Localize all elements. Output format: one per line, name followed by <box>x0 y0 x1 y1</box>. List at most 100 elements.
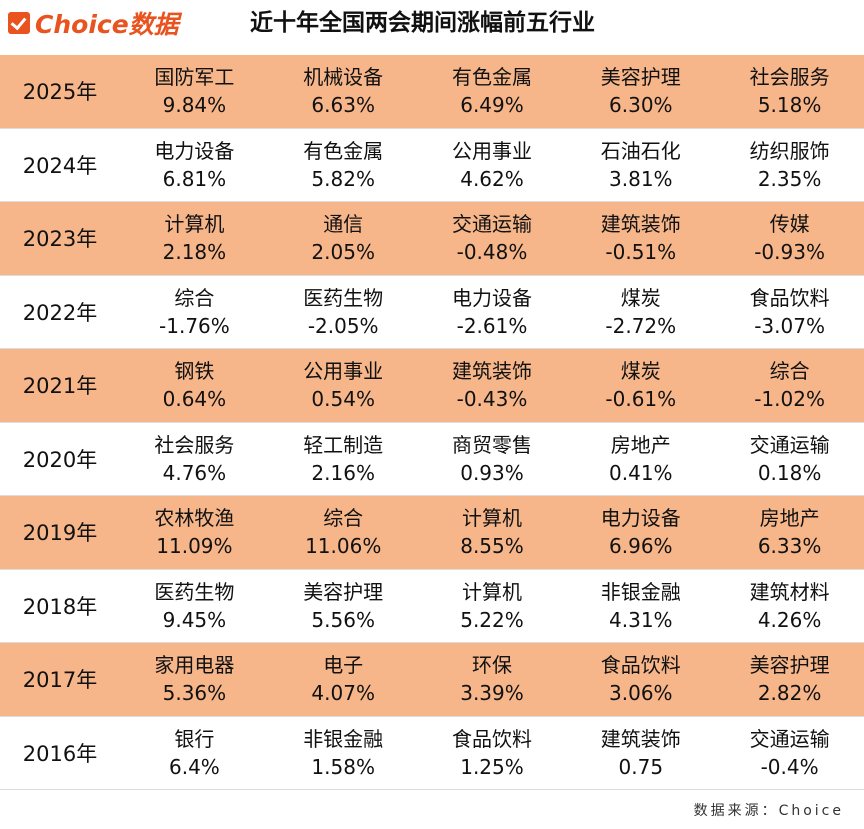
industry-name: 房地产 <box>759 506 820 531</box>
industry-name: 食品饮料 <box>749 285 830 310</box>
industry-cell: 综合 11.06% <box>269 496 418 569</box>
industry-cell: 传媒 -0.93% <box>715 202 864 275</box>
logo-text: Choice数据 <box>35 10 179 39</box>
industry-cell: 食品饮料 -3.07% <box>715 276 864 349</box>
industry-change: -2.05% <box>307 313 379 338</box>
industry-change: 2.35% <box>757 166 822 191</box>
industry-change: 4.31% <box>609 607 673 632</box>
industry-change: 3.81% <box>609 166 673 191</box>
industry-name: 传媒 <box>769 212 810 237</box>
industry-cell: 机械设备 6.63% <box>269 55 418 128</box>
industry-cell: 社会服务 4.76% <box>120 423 269 496</box>
year-label: 2017年 <box>22 668 98 693</box>
industry-cell: 食品饮料 1.25% <box>418 717 567 790</box>
industry-name: 通信 <box>323 212 364 237</box>
industry-change: 5.18% <box>757 93 822 118</box>
industry-name: 建筑装饰 <box>600 726 681 751</box>
industry-change: 4.26% <box>757 607 822 632</box>
logo: Choice数据 <box>8 8 179 39</box>
industry-cell: 电力设备 -2.61% <box>418 276 567 349</box>
year-label: 2024年 <box>22 153 98 178</box>
industry-change: 11.09% <box>156 534 233 559</box>
industry-cell: 煤炭 -2.72% <box>566 276 715 349</box>
industry-name: 医药生物 <box>303 285 384 310</box>
industry-cell: 环保 3.39% <box>418 643 567 716</box>
industry-cell: 纺织服饰 2.35% <box>715 129 864 202</box>
industry-name: 医药生物 <box>154 579 235 604</box>
year-label: 2022年 <box>22 300 98 325</box>
industry-cell: 社会服务 5.18% <box>715 55 864 128</box>
industry-name: 计算机 <box>461 579 522 604</box>
industry-change: 6.96% <box>609 534 673 559</box>
industry-cell: 农林牧渔 11.09% <box>120 496 269 569</box>
industry-change: 2.18% <box>162 240 227 265</box>
industry-change: 6.81% <box>162 166 227 191</box>
industry-change: 6.4% <box>168 754 220 779</box>
industry-change: 4.07% <box>311 681 375 706</box>
industry-name: 轻工制造 <box>303 432 384 457</box>
table-row: 2018年 医药生物 9.45% 美容护理 5.56% 计算机 5.22% 非银金融 4.31%… <box>0 570 864 643</box>
industry-change: 1.25% <box>460 754 524 779</box>
industry-cell: 公用事业 4.62% <box>418 129 567 202</box>
industry-cell: 银行 6.4% <box>120 717 269 790</box>
industry-cell: 电子 4.07% <box>269 643 418 716</box>
industry-cell: 商贸零售 0.93% <box>418 423 567 496</box>
industry-name: 商贸零售 <box>451 432 532 457</box>
industry-change: -0.4% <box>760 754 819 779</box>
industry-change: 6.30% <box>609 93 673 118</box>
industry-cell: 房地产 6.33% <box>715 496 864 569</box>
industry-change: 6.63% <box>311 93 375 118</box>
industry-name: 建筑装饰 <box>451 359 532 384</box>
industry-change: 2.82% <box>757 681 822 706</box>
industry-cell: 美容护理 2.82% <box>715 643 864 716</box>
industry-cell: 电力设备 6.81% <box>120 129 269 202</box>
industry-name: 煤炭 <box>620 285 661 310</box>
industry-cell: 公用事业 0.54% <box>269 349 418 422</box>
title: 近十年全国两会期间涨幅前五行业 <box>250 10 595 36</box>
industry-name: 钢铁 <box>174 359 215 384</box>
industry-name: 公用事业 <box>303 359 384 384</box>
industry-cell: 综合 -1.02% <box>715 349 864 422</box>
industry-change: 5.22% <box>460 607 524 632</box>
industry-name: 社会服务 <box>749 65 830 90</box>
industry-cell: 计算机 8.55% <box>418 496 567 569</box>
industry-cell: 电力设备 6.96% <box>566 496 715 569</box>
industry-change: 2.05% <box>311 240 375 265</box>
industry-name: 食品饮料 <box>600 653 681 678</box>
industry-cell: 美容护理 5.56% <box>269 570 418 643</box>
industry-name: 综合 <box>323 506 364 531</box>
industry-cell: 有色金属 6.49% <box>418 55 567 128</box>
industry-name: 计算机 <box>164 212 225 237</box>
industry-change: 3.39% <box>460 681 524 706</box>
year-label: 2021年 <box>22 374 98 399</box>
industry-change: -1.76% <box>159 313 230 338</box>
industry-name: 石油石化 <box>600 138 681 163</box>
industry-change: 0.18% <box>757 460 822 485</box>
industry-cell: 通信 2.05% <box>269 202 418 275</box>
industry-name: 建筑材料 <box>749 579 830 604</box>
industry-name: 交通运输 <box>749 726 830 751</box>
industry-name: 农林牧渔 <box>154 506 235 531</box>
year-label: 2025年 <box>22 80 98 105</box>
table-row: 2016年 银行 6.4% 非银金融 1.58% 食品饮料 1.25% 建筑装饰 0.75 交通运… <box>0 717 864 790</box>
industry-change: 0.54% <box>311 387 375 412</box>
industry-name: 综合 <box>769 359 810 384</box>
industry-name: 交通运输 <box>451 212 532 237</box>
industry-cell: 煤炭 -0.61% <box>566 349 715 422</box>
industry-name: 社会服务 <box>154 432 235 457</box>
table-row: 2022年 综合 -1.76% 医药生物 -2.05% 电力设备 -2.61% 煤炭 -2.72… <box>0 276 864 349</box>
industry-name: 非银金融 <box>303 726 384 751</box>
industry-name: 交通运输 <box>749 432 830 457</box>
industry-change: 4.76% <box>162 460 227 485</box>
table-row: 2021年 钢铁 0.64% 公用事业 0.54% 建筑装饰 -0.43% 煤炭 -0.61% 综… <box>0 349 864 423</box>
year-label: 2020年 <box>22 447 98 472</box>
industry-cell: 非银金融 1.58% <box>269 717 418 790</box>
industry-change: -0.93% <box>754 240 825 265</box>
table-row: 2025年 国防军工 9.84% 机械设备 6.63% 有色金属 6.49% 美容护理 6.30… <box>0 55 864 129</box>
industry-name: 银行 <box>174 726 215 751</box>
industry-change: 6.33% <box>757 534 822 559</box>
industry-cell: 建筑装饰 -0.51% <box>566 202 715 275</box>
industry-change: 0.64% <box>162 387 227 412</box>
industry-cell: 美容护理 6.30% <box>566 55 715 128</box>
industry-cell: 交通运输 -0.48% <box>418 202 567 275</box>
